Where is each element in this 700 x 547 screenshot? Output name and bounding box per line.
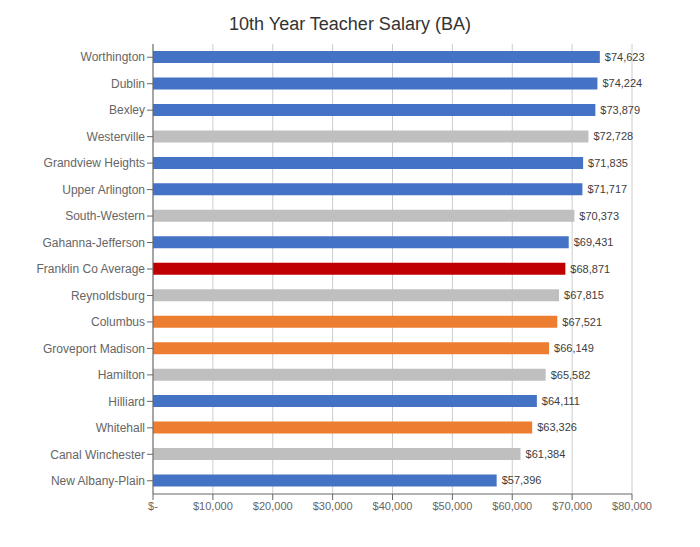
svg-text:$70,000: $70,000 bbox=[552, 500, 592, 512]
svg-text:$72,728: $72,728 bbox=[593, 130, 633, 142]
html-text:10th Year Teacher Salary (BA): 10th Year Teacher Salary (BA) bbox=[229, 14, 471, 34]
svg-text:$64,111: $64,111 bbox=[542, 395, 580, 407]
svg-text:$50,000: $50,000 bbox=[432, 500, 472, 512]
svg-text:$60,000: $60,000 bbox=[492, 500, 532, 512]
svg-text:Whitehall: Whitehall bbox=[96, 421, 145, 435]
svg-text:Columbus: Columbus bbox=[91, 315, 145, 329]
svg-text:$-: $- bbox=[148, 500, 158, 512]
svg-text:$40,000: $40,000 bbox=[373, 500, 413, 512]
svg-text:$10,000: $10,000 bbox=[193, 500, 233, 512]
svg-text:$30,000: $30,000 bbox=[313, 500, 353, 512]
svg-text:$67,521: $67,521 bbox=[562, 316, 602, 328]
svg-text:Franklin Co Average: Franklin Co Average bbox=[36, 262, 145, 276]
svg-text:$74,224: $74,224 bbox=[602, 77, 642, 89]
svg-text:Westerville: Westerville bbox=[87, 130, 146, 144]
svg-text:$61,384: $61,384 bbox=[526, 448, 566, 460]
svg-text:$80,000: $80,000 bbox=[612, 500, 652, 512]
svg-text:$66,149: $66,149 bbox=[554, 342, 594, 354]
svg-text:South-Western: South-Western bbox=[65, 209, 145, 223]
svg-text:New Albany-Plain: New Albany-Plain bbox=[51, 474, 145, 488]
svg-text:$74,623: $74,623 bbox=[605, 51, 645, 63]
svg-text:Hilliard: Hilliard bbox=[108, 395, 145, 409]
svg-text:Upper Arlington: Upper Arlington bbox=[62, 183, 145, 197]
svg-text:$73,879: $73,879 bbox=[600, 104, 640, 116]
svg-text:$63,326: $63,326 bbox=[537, 421, 577, 433]
svg-text:$68,871: $68,871 bbox=[570, 263, 610, 275]
svg-text:Grandview Heights: Grandview Heights bbox=[44, 156, 145, 170]
svg-text:$67,815: $67,815 bbox=[564, 289, 604, 301]
svg-text:$57,396: $57,396 bbox=[502, 474, 542, 486]
svg-text:$20,000: $20,000 bbox=[253, 500, 293, 512]
svg-text:$71,717: $71,717 bbox=[587, 183, 627, 195]
svg-text:Reynoldsburg: Reynoldsburg bbox=[71, 289, 145, 303]
svg-text:$71,835: $71,835 bbox=[588, 157, 628, 169]
svg-text:$70,373: $70,373 bbox=[579, 210, 619, 222]
svg-text:$69,431: $69,431 bbox=[574, 236, 614, 248]
svg-text:Canal Winchester: Canal Winchester bbox=[50, 448, 145, 462]
svg-text:$65,582: $65,582 bbox=[551, 369, 591, 381]
svg-text:Gahanna-Jefferson: Gahanna-Jefferson bbox=[42, 236, 145, 250]
svg-text:Dublin: Dublin bbox=[111, 77, 145, 91]
svg-text:Bexley: Bexley bbox=[109, 103, 145, 117]
svg-text:Groveport Madison: Groveport Madison bbox=[43, 342, 145, 356]
svg-text:Worthington: Worthington bbox=[81, 50, 145, 64]
svg-text:Hamilton: Hamilton bbox=[98, 368, 145, 382]
